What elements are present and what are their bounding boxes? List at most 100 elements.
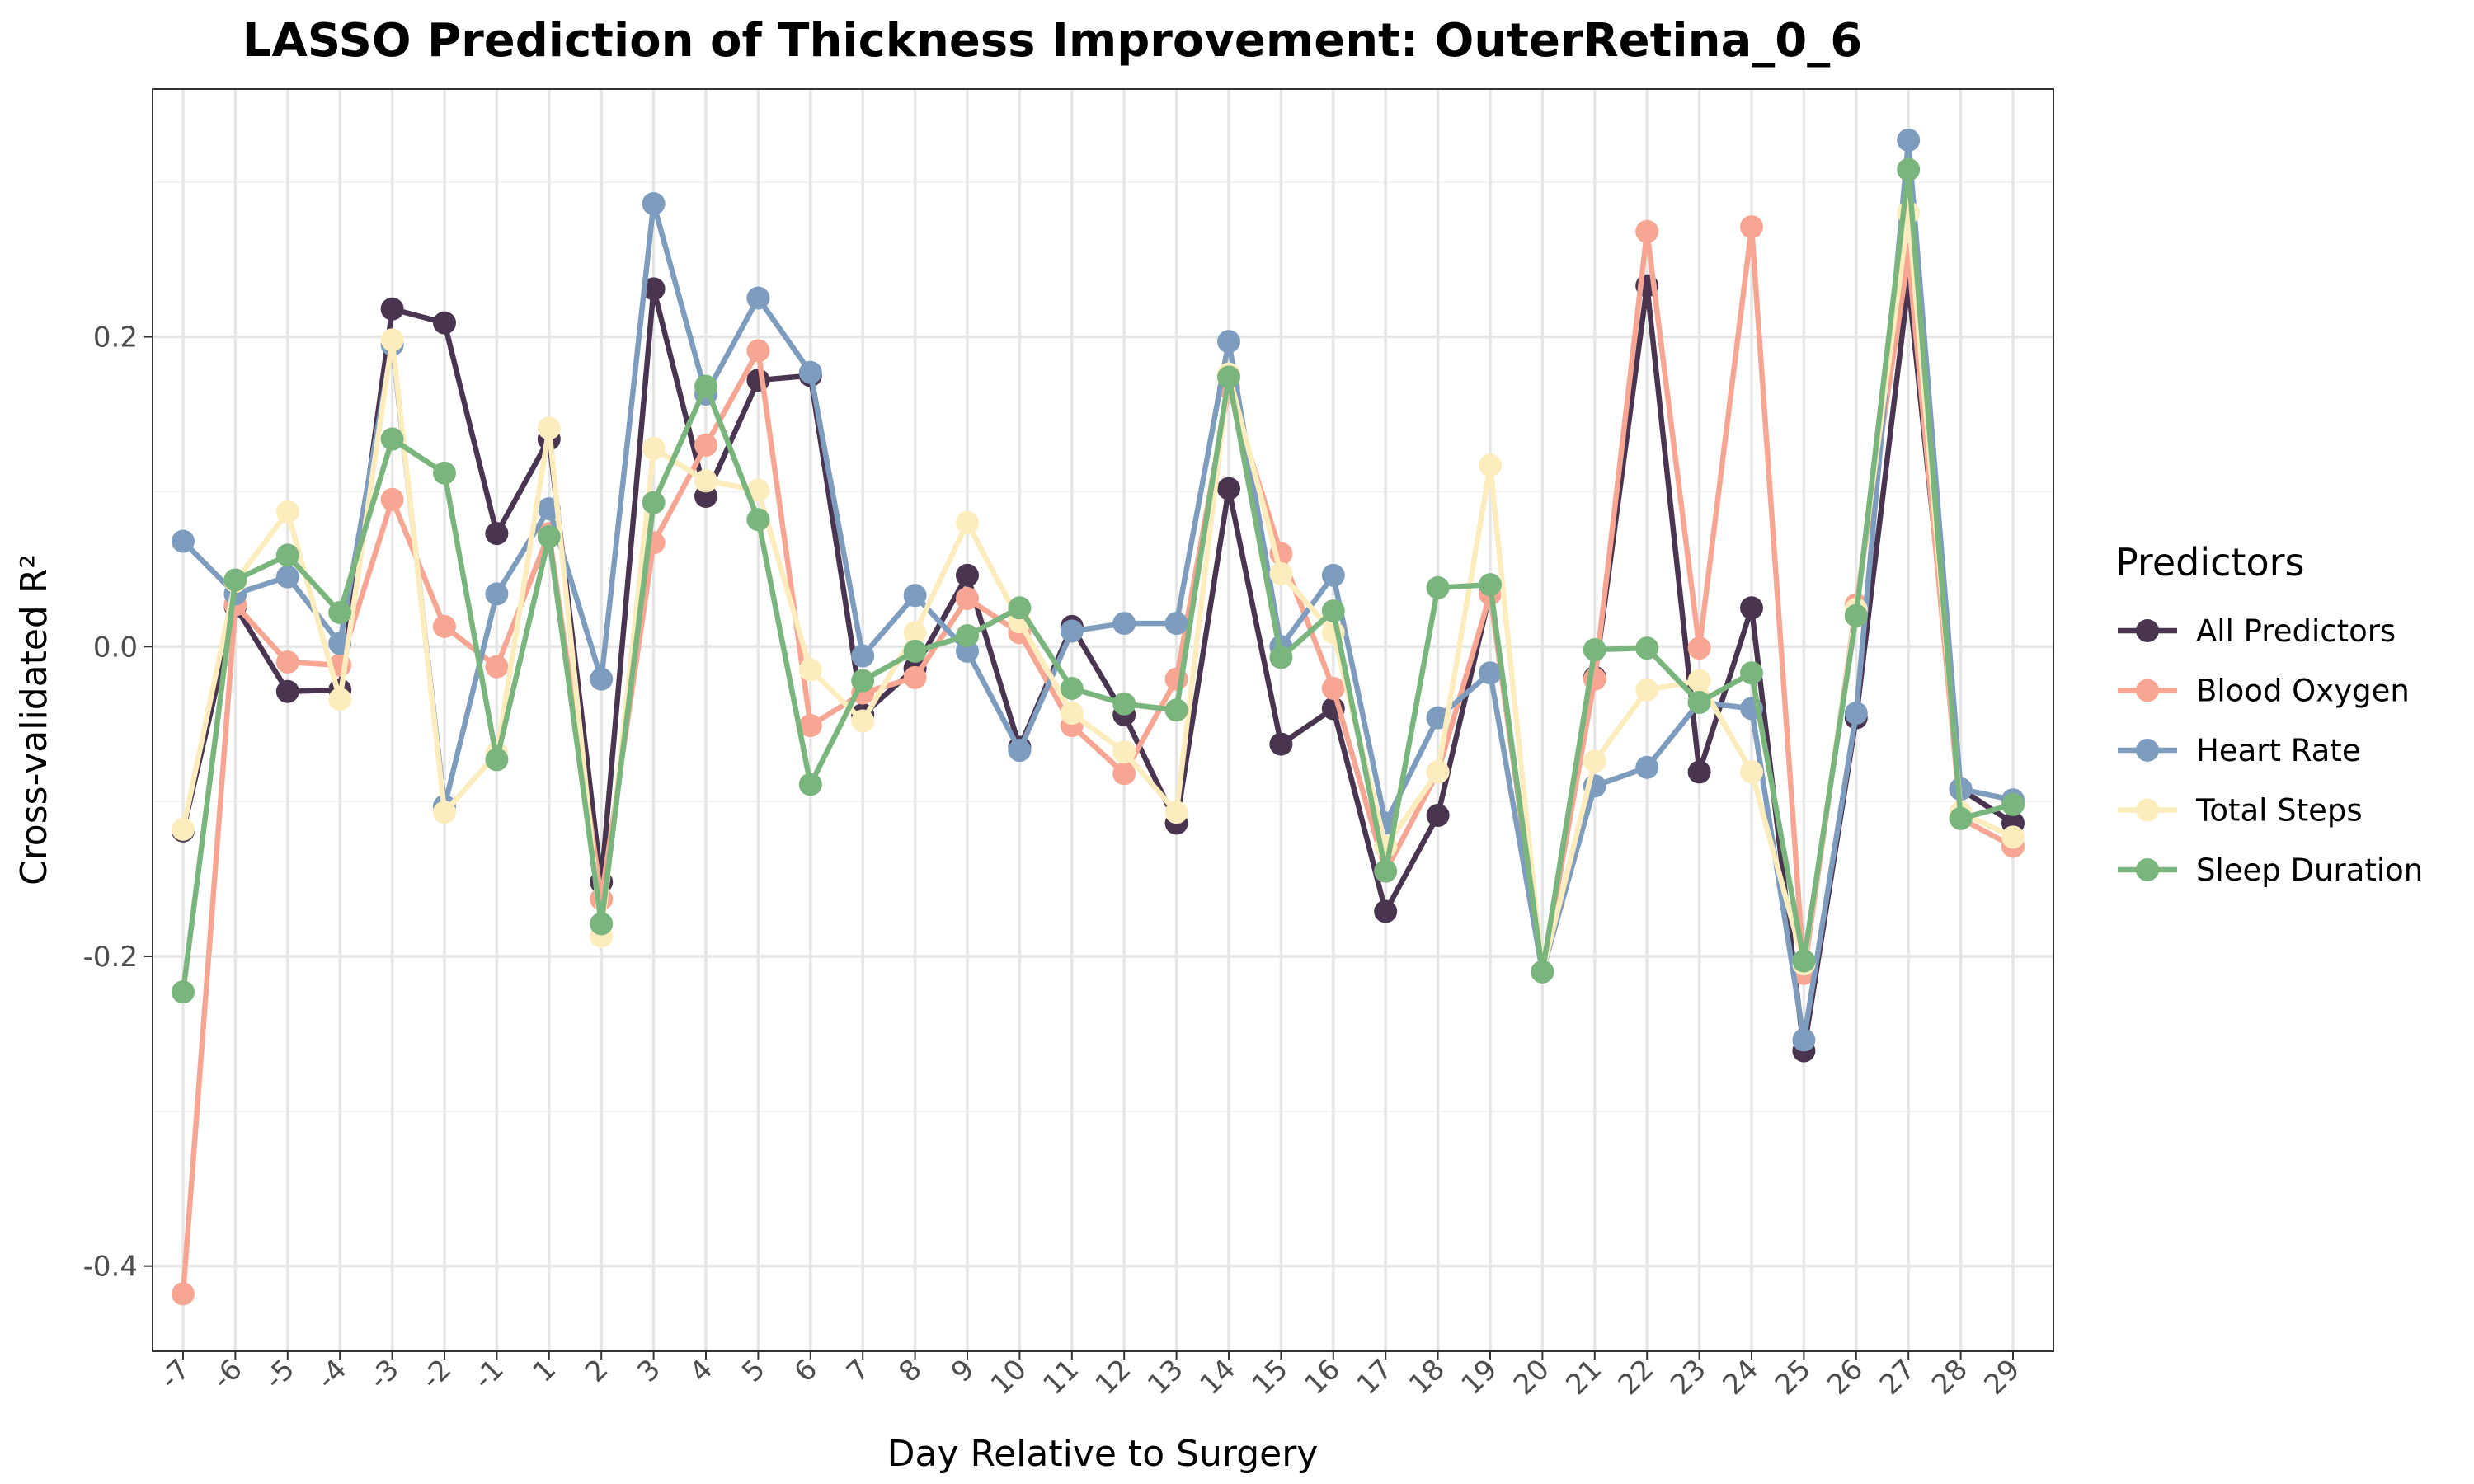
data-point — [903, 639, 927, 663]
data-point — [1479, 573, 1502, 597]
data-point — [1583, 638, 1606, 662]
y-tick-label: -0.4 — [83, 1251, 138, 1284]
data-point — [1740, 661, 1763, 685]
data-point — [956, 624, 979, 648]
data-point — [798, 658, 822, 682]
data-point — [1217, 365, 1240, 389]
data-point — [2001, 792, 2025, 816]
data-point — [798, 360, 822, 384]
data-point — [903, 584, 927, 608]
data-point — [1635, 219, 1659, 243]
data-point — [275, 500, 299, 524]
data-point — [485, 522, 509, 546]
data-point — [642, 491, 666, 514]
data-point — [1164, 698, 1188, 722]
legend-item: Total Steps — [2118, 793, 2363, 829]
data-point — [1112, 612, 1136, 636]
data-point — [590, 667, 614, 691]
legend-key-point — [2136, 619, 2159, 642]
data-point — [642, 277, 666, 301]
data-point — [1217, 477, 1240, 500]
data-point — [380, 487, 404, 511]
data-point — [1374, 859, 1398, 883]
y-tick-label: -0.2 — [83, 941, 138, 974]
data-point — [172, 980, 195, 1004]
data-point — [433, 614, 456, 638]
legend-key-point — [2136, 858, 2159, 881]
data-point — [903, 621, 927, 645]
data-point — [642, 436, 666, 460]
data-point — [903, 665, 927, 689]
data-point — [1687, 636, 1711, 660]
data-point — [485, 582, 509, 606]
axes: -0.4-0.20.00.2-7 -6 -5 -4 -3 -2 -1 1 2 3 4 5 6 7 8 9 10 1… — [83, 322, 2027, 1402]
data-point — [1687, 690, 1711, 714]
grid-lines — [153, 89, 2053, 1351]
data-point — [694, 374, 717, 398]
legend-label: Blood Oxygen — [2196, 674, 2410, 709]
data-point — [1008, 739, 1032, 763]
legend-label: All Predictors — [2196, 613, 2396, 649]
data-point — [798, 773, 822, 796]
y-tick-label: 0.0 — [93, 631, 138, 664]
data-point — [328, 600, 352, 624]
data-point — [275, 565, 299, 589]
data-point — [1687, 760, 1711, 784]
data-point — [1740, 760, 1763, 784]
legend-key-point — [2136, 739, 2159, 762]
data-point — [1426, 804, 1450, 828]
data-point — [1635, 755, 1659, 779]
y-axis-title: Cross-validated R² — [13, 554, 55, 885]
x-axis-title: Day Relative to Surgery — [887, 1433, 1319, 1475]
data-point — [746, 369, 770, 392]
data-point — [1740, 596, 1763, 620]
data-point — [1583, 749, 1606, 773]
data-point — [1269, 646, 1293, 669]
data-point — [746, 339, 770, 363]
data-point — [1060, 676, 1084, 700]
data-point — [1635, 678, 1659, 702]
series-line — [180, 279, 2016, 1054]
data-point — [851, 669, 875, 693]
data-point — [2001, 825, 2025, 849]
data-point — [1060, 619, 1084, 643]
data-point — [1792, 949, 1816, 973]
data-point — [1060, 702, 1084, 726]
data-point — [433, 801, 456, 824]
data-point — [172, 529, 195, 553]
data-point — [1897, 157, 1921, 181]
data-point — [537, 524, 561, 548]
data-point — [1844, 603, 1868, 627]
data-point — [1479, 661, 1502, 685]
legend-key-point — [2136, 679, 2159, 702]
data-point — [1426, 760, 1450, 784]
data-point — [1426, 575, 1450, 599]
data-point — [1112, 692, 1136, 716]
data-point — [798, 714, 822, 738]
data-point — [1321, 599, 1345, 623]
data-point — [380, 427, 404, 451]
data-point — [1269, 732, 1293, 756]
data-point — [1164, 612, 1188, 636]
data-point — [1792, 1028, 1816, 1052]
data-point — [172, 1282, 195, 1306]
data-point — [1321, 563, 1345, 587]
data-point — [694, 469, 717, 493]
data-point — [956, 563, 979, 587]
legend-key-point — [2136, 798, 2159, 822]
data-point — [485, 748, 509, 772]
data-point — [275, 543, 299, 567]
data-point — [1321, 676, 1345, 700]
series-sleep-duration — [172, 157, 2025, 1004]
legend-label: Total Steps — [2195, 793, 2363, 829]
data-point — [380, 328, 404, 352]
data-point — [275, 650, 299, 674]
data-point — [956, 510, 979, 534]
legend-item: Heart Rate — [2118, 733, 2361, 768]
data-point — [1008, 596, 1032, 620]
data-point — [851, 709, 875, 733]
data-point — [1479, 453, 1502, 477]
data-point — [485, 655, 509, 679]
data-point — [746, 508, 770, 532]
